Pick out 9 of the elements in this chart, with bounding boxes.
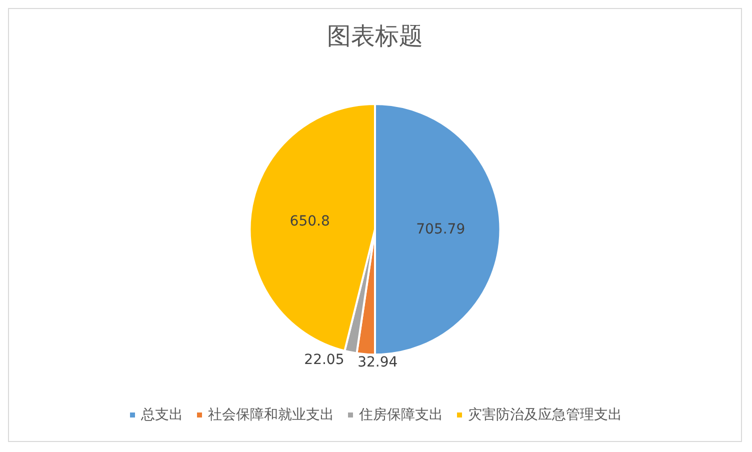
data-label: 22.05 xyxy=(304,352,344,368)
data-label: 32.94 xyxy=(358,354,398,370)
data-label: 705.79 xyxy=(416,221,466,238)
data-label: 650.8 xyxy=(290,213,330,230)
legend-label: 灾害防治及应急管理支出 xyxy=(468,407,622,423)
legend-label: 总支出 xyxy=(140,407,183,423)
legend-label: 社会保障和就业支出 xyxy=(208,407,334,423)
chart-title: 图表标题 xyxy=(327,22,423,50)
legend-label: 住房保障支出 xyxy=(358,407,443,423)
